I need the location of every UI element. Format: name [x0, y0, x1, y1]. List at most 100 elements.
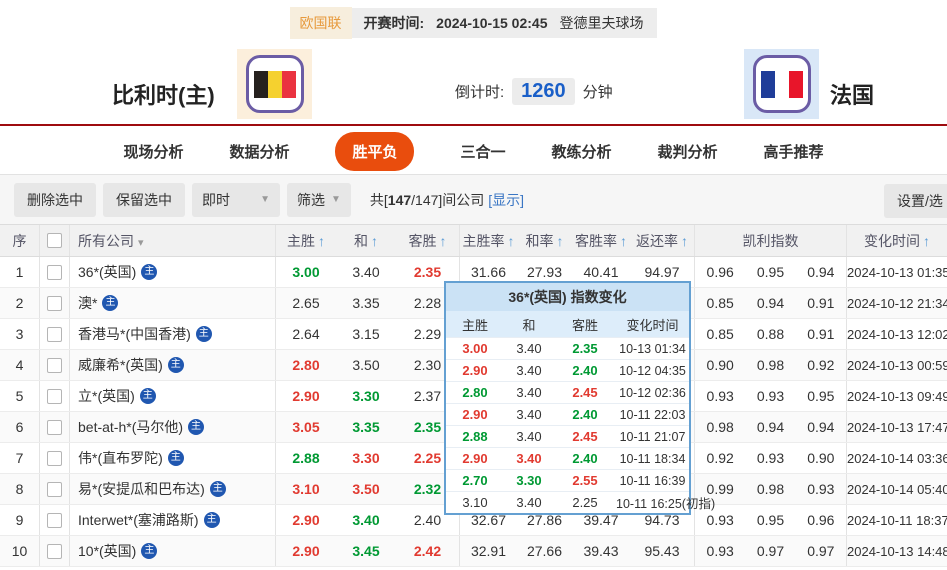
draw-odds[interactable]: 3.40: [352, 264, 380, 280]
tab[interactable]: 三合一: [460, 143, 506, 161]
instant-dropdown[interactable]: 即时 ▼: [192, 182, 280, 217]
home-odds[interactable]: 2.64: [292, 326, 320, 342]
company-cell[interactable]: 36*(英国) 主: [70, 257, 276, 287]
draw-odds[interactable]: 3.30: [352, 450, 380, 466]
home-odds[interactable]: 3.00: [292, 264, 320, 280]
draw-odds[interactable]: 3.50: [352, 357, 380, 373]
col-away-rate[interactable]: 客胜率: [572, 231, 630, 251]
kelly-value: 0.96: [807, 512, 835, 528]
settings-button[interactable]: 设置/选: [884, 184, 947, 218]
row-checkbox[interactable]: [47, 419, 62, 435]
row-checkbox[interactable]: [47, 450, 62, 466]
row-checkbox[interactable]: [47, 326, 62, 342]
draw-rate: 27.86: [526, 512, 563, 528]
company-cell[interactable]: bet-at-h*(马尔他) 主: [70, 412, 276, 442]
tab[interactable]: 高手推荐: [763, 143, 824, 161]
change-time: 2024-10-13 14:48: [847, 543, 947, 559]
delete-selected-button[interactable]: 删除选中: [14, 182, 96, 217]
draw-odds[interactable]: 3.40: [352, 512, 380, 528]
kelly-value: 0.95: [756, 512, 785, 528]
company-cell[interactable]: 澳* 主: [70, 288, 276, 318]
match-info-bar: 欧国联 开赛时间: 2024-10-15 02:45 登德里夫球场: [289, 7, 658, 39]
countdown-label: 倒计时:: [455, 84, 505, 101]
draw-odds[interactable]: 3.35: [352, 295, 380, 311]
draw-odds[interactable]: 3.30: [352, 388, 380, 404]
row-checkbox[interactable]: [47, 512, 62, 528]
show-link[interactable]: [显示]: [488, 191, 525, 208]
company-badge-icon: 主: [141, 543, 158, 559]
home-odds[interactable]: 2.90: [292, 388, 320, 404]
col-return-rate[interactable]: 返还率: [630, 225, 695, 256]
row-checkbox[interactable]: [47, 295, 62, 311]
popup-draw-odds: 3.40: [516, 495, 542, 510]
popup-change-time: 10-11 16:39: [619, 473, 686, 488]
company-cell[interactable]: 香港马*(中国香港) 主: [70, 319, 276, 349]
col-change-time[interactable]: 变化时间: [847, 231, 947, 251]
home-odds[interactable]: 2.88: [292, 450, 320, 466]
away-rate: 39.47: [583, 512, 619, 528]
kelly-cell: 0.92 0.93 0.90: [695, 443, 847, 473]
draw-odds[interactable]: 3.35: [352, 419, 380, 435]
home-odds[interactable]: 2.90: [292, 543, 320, 559]
row-seq: 2: [0, 288, 40, 318]
col-home-odds[interactable]: 主胜: [276, 231, 336, 251]
col-draw-odds[interactable]: 和: [336, 231, 396, 251]
popup-row: 3.10 3.40 2.25 10-11 16:25(初指): [446, 491, 715, 513]
home-odds[interactable]: 3.05: [292, 419, 320, 435]
tab[interactable]: 数据分析: [229, 143, 290, 161]
popup-col-draw: 和: [522, 317, 536, 333]
keep-selected-button[interactable]: 保留选中: [103, 182, 185, 217]
header-divider: [0, 124, 947, 126]
away-odds[interactable]: 2.42: [396, 536, 460, 566]
france-flag-icon: [760, 70, 803, 98]
draw-odds[interactable]: 3.45: [352, 543, 380, 559]
kelly-value: 0.93: [807, 481, 835, 497]
col-away-odds[interactable]: 客胜: [396, 225, 460, 256]
kelly-value: 0.90: [706, 357, 734, 373]
row-check-cell: [40, 536, 70, 566]
table-header-row: 序 所有公司 主胜 和 客胜 主胜率 和率 客胜率 返还率 凯利指数 变化时间: [0, 224, 947, 257]
draw-odds[interactable]: 3.15: [352, 326, 380, 342]
row-checkbox[interactable]: [47, 481, 62, 497]
popup-change-time: 10-11 22:03: [619, 407, 686, 422]
home-odds[interactable]: 2.65: [292, 295, 320, 311]
home-odds[interactable]: 2.80: [292, 357, 320, 373]
home-odds[interactable]: 2.90: [292, 512, 320, 528]
return-rate: [630, 288, 695, 318]
away-odds[interactable]: 2.40: [396, 505, 460, 535]
popup-draw-odds: 3.40: [516, 385, 542, 400]
col-company[interactable]: 所有公司: [70, 225, 276, 256]
tab[interactable]: 教练分析: [551, 143, 612, 161]
row-checkbox[interactable]: [47, 264, 62, 280]
col-draw-rate[interactable]: 和率: [517, 231, 572, 251]
popup-away-odds: 2.45: [572, 429, 598, 444]
home-odds[interactable]: 3.10: [292, 481, 320, 497]
kelly-cell: 0.90 0.98 0.92: [695, 350, 847, 380]
popup-home-odds: 2.80: [462, 385, 488, 400]
away-odds[interactable]: 2.35: [396, 257, 460, 287]
row-checkbox[interactable]: [47, 388, 62, 404]
company-badge-icon: 主: [167, 450, 184, 466]
select-all-checkbox[interactable]: [47, 233, 62, 248]
company-cell[interactable]: Interwet*(塞浦路斯) 主: [70, 505, 276, 535]
row-checkbox[interactable]: [47, 357, 62, 373]
row-seq: 3: [0, 319, 40, 349]
tab[interactable]: 裁判分析: [657, 143, 718, 161]
company-count: 共[147/147]间公司 [显示]: [369, 191, 525, 208]
company-cell[interactable]: 10*(英国) 主: [70, 536, 276, 566]
filter-dropdown[interactable]: 筛选 ▼: [287, 182, 351, 217]
company-cell[interactable]: 易*(安提瓜和巴布达) 主: [70, 474, 276, 504]
company-cell[interactable]: 立*(英国) 主: [70, 381, 276, 411]
kelly-cell: 0.93 0.97 0.97: [695, 536, 847, 566]
tab[interactable]: 胜平负: [335, 131, 415, 171]
col-home-rate[interactable]: 主胜率: [460, 231, 517, 251]
return-rate: [630, 350, 695, 380]
company-cell[interactable]: 威廉希*(英国) 主: [70, 350, 276, 380]
company-cell[interactable]: 伟*(直布罗陀) 主: [70, 443, 276, 473]
draw-odds[interactable]: 3.50: [352, 481, 380, 497]
row-seq: 6: [0, 412, 40, 442]
popup-col-home: 主胜: [461, 317, 488, 333]
row-checkbox[interactable]: [47, 543, 62, 559]
tab[interactable]: 现场分析: [123, 143, 184, 161]
change-time: 2024-10-14 05:40: [847, 481, 947, 497]
